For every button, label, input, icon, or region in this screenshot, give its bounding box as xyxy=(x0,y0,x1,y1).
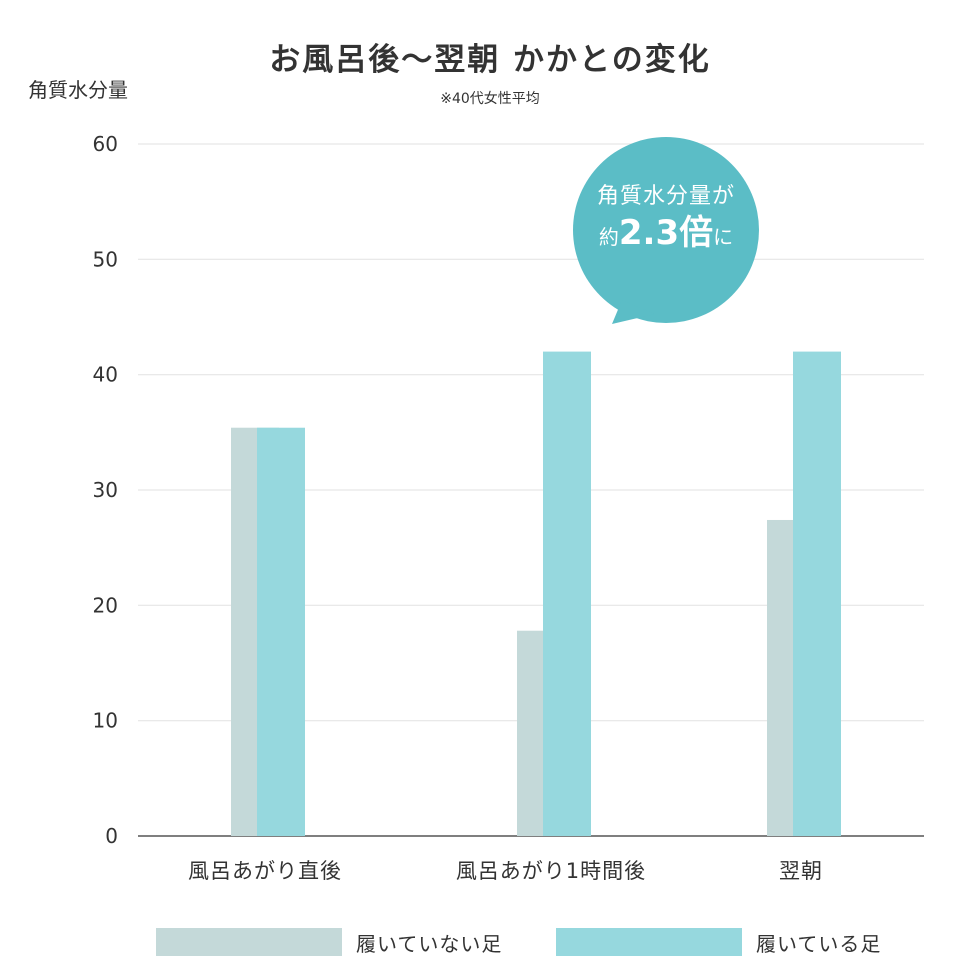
callout-line2: 約2.3倍に xyxy=(573,216,759,250)
legend-item-wearing: 履いている足 xyxy=(556,928,881,956)
legend-label-not-wearing: 履いていない足 xyxy=(356,931,503,956)
callout-bubble xyxy=(573,137,759,324)
x-tick-label-3: 翌朝 xyxy=(779,859,823,883)
y-axis-label: 角質水分量 xyxy=(28,78,128,102)
chart-title: お風呂後〜翌朝 かかとの変化 xyxy=(269,42,711,78)
legend-item-not-wearing: 履いていない足 xyxy=(156,928,502,956)
callout-value: 2.3倍 xyxy=(618,213,714,253)
y-tick-label-40: 40 xyxy=(93,363,118,387)
legend-label-wearing: 履いている足 xyxy=(756,931,882,956)
callout-line1: 角質水分量が xyxy=(596,184,735,209)
y-tick-label-0: 0 xyxy=(105,824,118,848)
x-tick-label-1: 風呂あがり直後 xyxy=(188,859,342,883)
x-tick-labels: 風呂あがり直後 風呂あがり1時間後 翌朝 xyxy=(188,859,823,883)
y-tick-label-10: 10 xyxy=(93,709,118,733)
legend-swatch-not-wearing xyxy=(156,928,342,956)
x-tick-label-2: 風呂あがり1時間後 xyxy=(456,859,646,883)
bars xyxy=(231,351,841,836)
bar-wearing-2 xyxy=(543,351,591,836)
y-tick-label-60: 60 xyxy=(93,132,118,156)
bar-wearing-1 xyxy=(257,427,305,836)
legend-swatch-wearing xyxy=(556,928,742,956)
callout-circle xyxy=(573,137,759,323)
callout-suffix: に xyxy=(713,225,734,249)
callout-tail xyxy=(612,300,655,324)
callout-prefix: 約 xyxy=(598,225,619,249)
y-tick-label-50: 50 xyxy=(93,247,118,271)
bar-wearing-3 xyxy=(793,351,841,836)
y-tick-labels: 0 10 20 30 40 50 60 xyxy=(93,132,118,848)
y-tick-label-20: 20 xyxy=(93,593,118,617)
callout-text: 角質水分量が 約2.3倍に xyxy=(573,184,759,251)
y-tick-label-30: 30 xyxy=(93,478,118,502)
chart-subtitle: ※40代女性平均 xyxy=(440,91,540,107)
